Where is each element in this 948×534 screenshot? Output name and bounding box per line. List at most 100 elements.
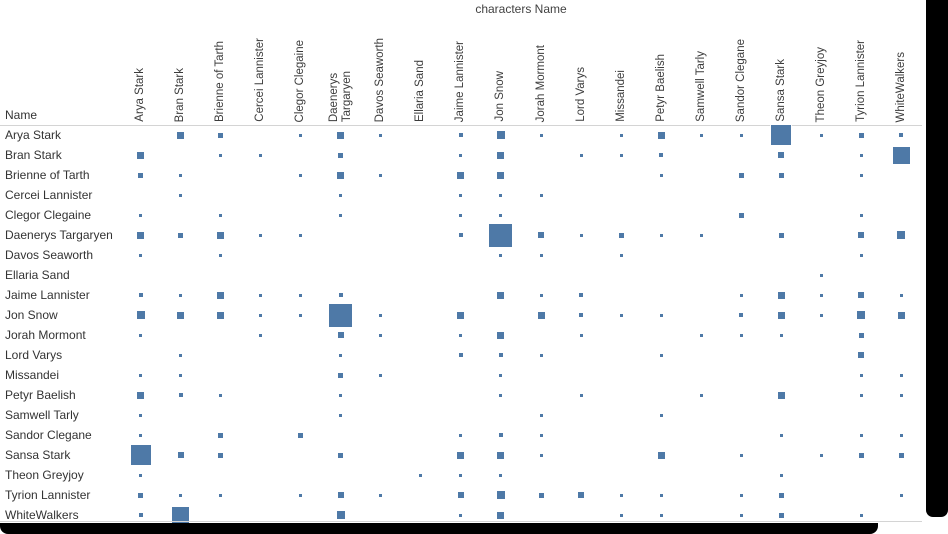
matrix-mark[interactable] [339,353,343,357]
column-header[interactable]: Brienne of Tarth [201,6,241,122]
matrix-mark[interactable] [179,293,183,297]
matrix-mark[interactable] [130,445,151,465]
matrix-mark[interactable] [699,393,703,397]
matrix-mark[interactable] [619,153,623,157]
matrix-mark[interactable] [778,512,784,518]
matrix-mark[interactable] [172,506,190,524]
matrix-mark[interactable] [778,172,784,178]
matrix-mark[interactable] [379,133,383,137]
matrix-mark[interactable] [659,173,663,177]
matrix-mark[interactable] [539,133,543,137]
matrix-mark[interactable] [338,452,344,458]
matrix-mark[interactable] [779,473,783,477]
matrix-mark[interactable] [217,291,225,299]
matrix-mark[interactable] [739,333,743,337]
matrix-mark[interactable] [459,433,463,437]
matrix-mark[interactable] [579,153,583,157]
matrix-mark[interactable] [819,133,823,137]
matrix-mark[interactable] [219,493,223,497]
matrix-mark[interactable] [137,391,144,399]
matrix-mark[interactable] [339,193,343,197]
matrix-mark[interactable] [778,492,784,498]
matrix-mark[interactable] [739,493,743,497]
matrix-mark[interactable] [379,313,383,317]
matrix-mark[interactable] [496,491,505,499]
matrix-mark[interactable] [337,332,344,338]
matrix-mark[interactable] [739,513,743,517]
matrix-mark[interactable] [539,253,543,257]
matrix-mark[interactable] [777,291,785,299]
matrix-mark[interactable] [459,473,463,477]
matrix-mark[interactable] [659,153,664,157]
matrix-mark[interactable] [337,131,345,139]
matrix-mark[interactable] [379,493,383,497]
matrix-mark[interactable] [771,125,792,145]
row-label[interactable]: Daenerys Targaryen [5,228,113,242]
matrix-mark[interactable] [459,153,463,157]
matrix-mark[interactable] [579,333,583,337]
matrix-mark[interactable] [458,353,463,357]
matrix-mark[interactable] [539,433,543,437]
matrix-mark[interactable] [739,313,744,317]
matrix-mark[interactable] [657,131,665,139]
matrix-mark[interactable] [339,213,343,217]
column-header[interactable]: Sandor Clegane [721,6,761,122]
column-header[interactable]: Clegor Clegaine [281,6,321,122]
matrix-mark[interactable] [619,253,623,257]
matrix-mark[interactable] [699,333,703,337]
matrix-mark[interactable] [857,311,866,319]
matrix-mark[interactable] [259,233,263,237]
matrix-mark[interactable] [497,451,505,459]
row-label[interactable]: Cercei Lannister [5,188,93,202]
matrix-mark[interactable] [457,451,465,459]
matrix-mark[interactable] [539,353,543,357]
matrix-mark[interactable] [179,493,183,497]
row-label[interactable]: Tyrion Lannister [5,488,91,502]
row-label[interactable]: Samwell Tarly [5,408,79,422]
matrix-mark[interactable] [699,133,703,137]
matrix-mark[interactable] [498,433,503,437]
matrix-mark[interactable] [139,473,142,477]
column-header[interactable]: Bran Stark [161,6,201,122]
matrix-mark[interactable] [539,293,543,297]
column-header[interactable]: Petyr Baelish [641,6,681,122]
column-header[interactable]: WhiteWalkers [881,6,921,123]
matrix-mark[interactable] [739,133,743,137]
matrix-mark[interactable] [179,353,183,357]
matrix-mark[interactable] [738,172,744,178]
matrix-mark[interactable] [539,413,543,417]
matrix-mark[interactable] [219,153,223,157]
matrix-mark[interactable] [459,333,463,337]
matrix-mark[interactable] [457,171,465,179]
matrix-mark[interactable] [298,432,304,438]
matrix-mark[interactable] [859,393,863,397]
column-header[interactable]: Cercei Lannister [241,6,281,122]
matrix-mark[interactable] [497,331,505,339]
matrix-mark[interactable] [419,473,423,477]
matrix-mark[interactable] [489,223,513,247]
matrix-mark[interactable] [898,452,904,458]
column-header[interactable]: Lord Varys [561,6,601,122]
matrix-mark[interactable] [499,473,503,477]
row-label[interactable]: Petyr Baelish [5,388,76,402]
row-label[interactable]: Sandor Clegane [5,428,92,442]
matrix-mark[interactable] [177,452,184,458]
matrix-mark[interactable] [537,311,545,319]
column-header[interactable]: Davos Seaworth [361,6,401,122]
matrix-mark[interactable] [659,313,663,317]
matrix-mark[interactable] [579,393,583,397]
matrix-mark[interactable] [899,373,903,377]
column-header[interactable]: Theon Greyjoy [801,6,841,122]
matrix-mark[interactable] [218,452,224,458]
row-label[interactable]: WhiteWalkers [5,508,79,522]
matrix-mark[interactable] [859,373,863,377]
column-header[interactable]: Jorah Mormont [521,6,561,122]
matrix-mark[interactable] [177,311,185,319]
row-label[interactable]: Ellaria Sand [5,268,70,282]
row-label[interactable]: Theon Greyjoy [5,468,84,482]
matrix-mark[interactable] [539,193,543,197]
matrix-mark[interactable] [178,232,184,238]
row-label[interactable]: Jon Snow [5,308,58,322]
matrix-mark[interactable] [299,173,303,177]
row-label[interactable]: Jorah Mormont [5,328,86,342]
